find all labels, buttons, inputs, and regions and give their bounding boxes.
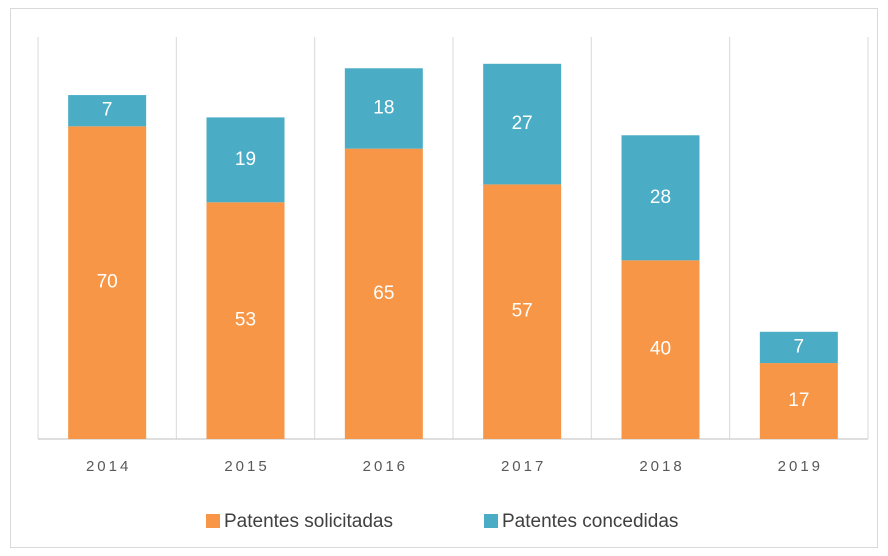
data-label: 53	[235, 310, 256, 331]
x-tick-label: 2015	[224, 458, 269, 475]
data-label: 19	[235, 149, 256, 170]
data-label: 7	[102, 100, 113, 121]
bar-segment	[206, 117, 285, 203]
bar-segment	[483, 63, 562, 185]
legend-label: Patentes solicitadas	[224, 511, 393, 532]
data-label: 17	[788, 390, 809, 411]
bar-segment	[759, 331, 838, 364]
bar-segment	[621, 260, 700, 439]
bar-segment	[68, 95, 147, 127]
x-tick-label: 2017	[501, 458, 546, 475]
data-label: 28	[650, 187, 671, 208]
bar-segment	[621, 135, 700, 261]
data-label: 65	[373, 283, 394, 304]
legend-swatch	[206, 514, 220, 528]
x-tick-label: 2016	[363, 458, 408, 475]
bar-segment	[68, 126, 147, 439]
data-label: 27	[512, 113, 533, 134]
legend-label: Patentes concedidas	[502, 511, 678, 532]
x-tick-label: 2018	[639, 458, 684, 475]
data-label: 70	[97, 272, 118, 293]
data-label: 57	[512, 301, 533, 322]
bar-segment	[344, 68, 423, 149]
data-label: 18	[373, 97, 394, 118]
chart-border	[10, 8, 878, 548]
bar-segment	[483, 184, 562, 439]
x-tick-label: 2014	[86, 458, 131, 475]
bar-segment	[206, 202, 285, 439]
data-label: 7	[794, 336, 805, 357]
bar-segment	[759, 363, 838, 439]
x-tick-label: 2019	[778, 458, 823, 475]
legend-swatch	[484, 514, 498, 528]
data-label: 40	[650, 339, 671, 360]
bar-segment	[344, 148, 423, 439]
